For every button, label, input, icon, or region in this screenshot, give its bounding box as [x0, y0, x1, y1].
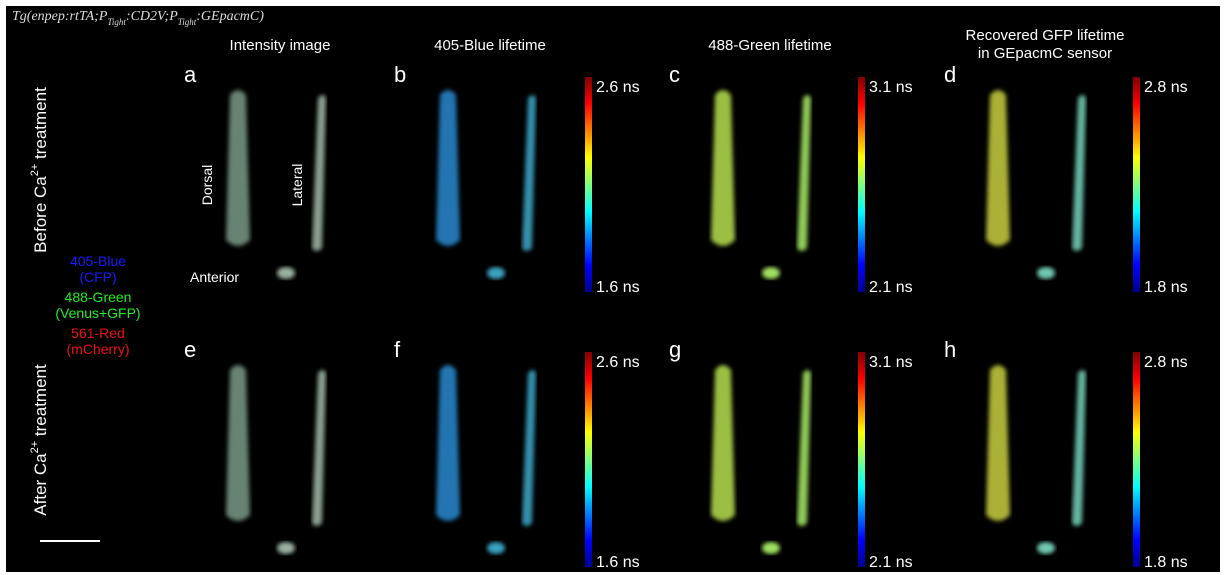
genotype-sub: Tight: [107, 17, 126, 27]
colorbar: [585, 352, 592, 567]
panel-letter: a: [184, 62, 197, 87]
row-label-part: treatment: [31, 364, 50, 441]
column-header: 488-Green lifetime: [708, 37, 831, 54]
genotype-sub: Tight: [178, 17, 197, 27]
colorbar-label: 1.6 ns: [596, 554, 640, 571]
annotation: Anterior: [190, 269, 239, 285]
panel-letter: e: [184, 337, 196, 362]
panel-letter: g: [669, 337, 681, 362]
panel-letter: f: [394, 337, 401, 362]
colorbar: [858, 352, 865, 567]
annotation: Lateral: [289, 164, 305, 207]
row-label-part: treatment: [31, 87, 50, 164]
colorbar-label: 3.1 ns: [869, 354, 913, 371]
panel-letter: b: [394, 62, 406, 87]
row-label: After Ca2+ treatment: [29, 364, 50, 516]
row-label-sup: 2+: [29, 164, 41, 177]
specimen-anterior: [1037, 542, 1055, 554]
row-label-part: Before Ca: [31, 176, 50, 253]
colorbar: [858, 77, 865, 292]
colorbar-label: 1.8 ns: [1144, 554, 1188, 571]
specimen-dorsal: [226, 90, 250, 246]
colorbar: [585, 77, 592, 292]
specimen-lateral: [797, 95, 811, 251]
legend-name: 561-Red: [71, 325, 125, 341]
specimen-dorsal: [226, 365, 250, 521]
specimen-lateral: [312, 370, 326, 526]
colorbar: [1133, 352, 1140, 567]
genotype-part: :GEpacmC): [196, 9, 264, 24]
genotype-part: :CD2V;P: [126, 9, 178, 24]
specimen-dorsal: [986, 90, 1010, 246]
specimen-anterior: [487, 542, 505, 554]
specimen-lateral: [312, 95, 326, 251]
colorbar-label: 2.8 ns: [1144, 79, 1188, 96]
specimen-dorsal: [436, 365, 460, 521]
colorbar-label: 1.6 ns: [596, 279, 640, 296]
specimen-anterior: [762, 542, 780, 554]
legend-detail: (mCherry): [67, 341, 130, 357]
specimen-lateral: [522, 370, 536, 526]
legend-name: 405-Blue: [70, 253, 126, 269]
row-label: Before Ca2+ treatment: [29, 87, 50, 253]
specimen-lateral: [1072, 370, 1086, 526]
specimen-anterior: [277, 542, 295, 554]
row-label-part: After Ca: [31, 453, 50, 516]
specimen-lateral: [1072, 95, 1086, 251]
column-header: 405-Blue lifetime: [434, 37, 546, 54]
specimen-anterior: [762, 267, 780, 279]
colorbar-label: 2.1 ns: [869, 554, 913, 571]
annotation: Dorsal: [199, 165, 215, 205]
legend-detail: (CFP): [79, 269, 116, 285]
row-label-sup: 2+: [29, 441, 41, 454]
column-header: in GEpacmC sensor: [978, 45, 1112, 62]
background: [6, 6, 1220, 572]
colorbar-label: 3.1 ns: [869, 79, 913, 96]
legend-name: 488-Green: [65, 289, 132, 305]
genotype-part: Tg(enpep:rtTA;P: [12, 9, 108, 24]
specimen-anterior: [1037, 267, 1055, 279]
specimen-anterior: [487, 267, 505, 279]
specimen-dorsal: [711, 90, 735, 246]
specimen-dorsal: [711, 365, 735, 521]
legend-detail: (Venus+GFP): [55, 305, 140, 321]
colorbar-label: 2.6 ns: [596, 354, 640, 371]
specimen-anterior: [277, 267, 295, 279]
specimen-lateral: [522, 95, 536, 251]
column-header: Recovered GFP lifetime: [966, 27, 1125, 44]
colorbar-label: 2.8 ns: [1144, 354, 1188, 371]
panel-letter: d: [944, 62, 956, 87]
genotype: Tg(enpep:rtTA;PTight:CD2V;PTight:GEpacmC…: [12, 9, 264, 27]
specimen-dorsal: [436, 90, 460, 246]
column-header: Intensity image: [230, 37, 331, 54]
specimen-lateral: [797, 370, 811, 526]
specimen-dorsal: [986, 365, 1010, 521]
colorbar-label: 2.6 ns: [596, 79, 640, 96]
colorbar-label: 2.1 ns: [869, 279, 913, 296]
colorbar-label: 1.8 ns: [1144, 279, 1188, 296]
colorbar: [1133, 77, 1140, 292]
panel-letter: h: [944, 337, 956, 362]
panel-letter: c: [669, 62, 680, 87]
